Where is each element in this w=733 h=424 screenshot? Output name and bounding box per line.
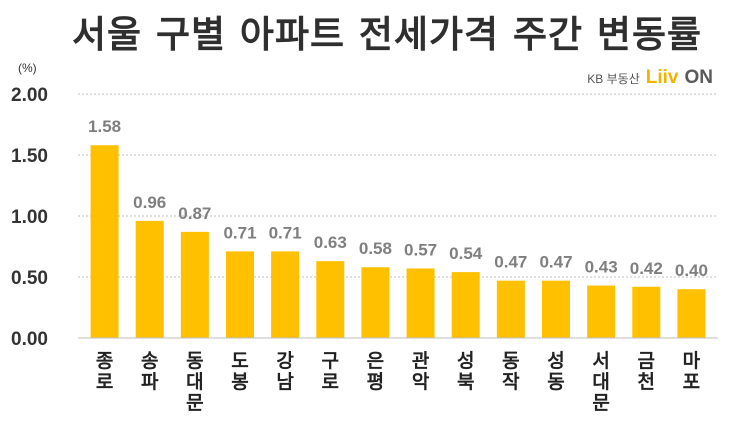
bar xyxy=(180,231,209,338)
y-tick-label: 1.00 xyxy=(11,207,48,228)
y-tick-label: 0.00 xyxy=(11,329,48,350)
value-label: 0.71 xyxy=(269,223,302,242)
y-tick-label: 2.00 xyxy=(11,85,48,106)
y-tick-label: 0.50 xyxy=(11,268,48,289)
value-label: 0.87 xyxy=(178,204,211,223)
bars xyxy=(90,145,706,338)
bar xyxy=(271,251,300,338)
value-label: 1.58 xyxy=(88,117,121,136)
bar xyxy=(226,251,254,338)
value-label: 0.40 xyxy=(675,261,708,280)
value-label: 0.47 xyxy=(494,253,527,272)
y-axis-unit-label: (%) xyxy=(18,61,37,75)
logo-on-text: ON xyxy=(684,67,714,88)
bar xyxy=(316,261,345,338)
bar xyxy=(90,145,119,338)
y-axis-ticks: 0.00 0.50 1.00 1.50 2.00 xyxy=(11,85,48,350)
value-label: 0.47 xyxy=(539,253,572,272)
logo-liiv-text: Liiv xyxy=(645,67,679,88)
value-label: 0.57 xyxy=(404,240,437,259)
bar xyxy=(496,280,525,338)
value-label: 0.63 xyxy=(314,233,347,252)
value-labels: 1.58 0.96 0.87 0.71 0.71 0.63 0.58 0.57 0.54 0.47… xyxy=(88,117,708,280)
bar xyxy=(587,285,616,338)
bar xyxy=(677,289,706,338)
bar xyxy=(451,272,480,338)
y-tick-label: 1.50 xyxy=(11,146,48,167)
value-label: 0.43 xyxy=(585,258,618,277)
value-label: 0.54 xyxy=(449,244,483,263)
chart-title: 서울 구별 아파트 전세가격 주간 변동률 xyxy=(72,13,703,56)
value-label: 0.71 xyxy=(223,223,256,242)
value-label: 0.58 xyxy=(359,239,392,258)
bar xyxy=(632,286,661,338)
bar xyxy=(135,220,164,338)
bar xyxy=(361,267,390,338)
x-axis-categories: 종 로 송 파 동 대 문 도 봉 강 남 구 로 은 평 관 악 성 북 동 작 성 동 서 대 문 금 천 마 포 xyxy=(96,350,701,414)
bar xyxy=(406,268,435,338)
bar xyxy=(542,280,570,338)
kb-liiv-on-logo: KB 부동산 Liiv ON xyxy=(587,66,713,90)
value-label: 0.42 xyxy=(630,259,663,278)
value-label: 0.96 xyxy=(133,193,166,212)
grid-lines xyxy=(78,93,718,278)
logo-kb-text: KB 부동산 xyxy=(587,71,640,86)
